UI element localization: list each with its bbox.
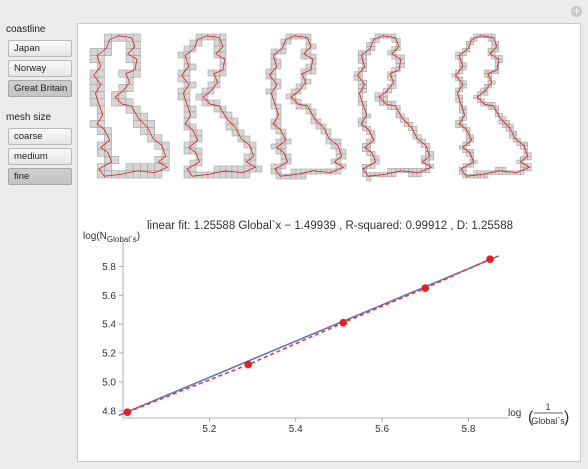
coastline-label: coastline — [6, 24, 46, 35]
mesh-cell — [111, 156, 120, 164]
mesh-cell — [305, 78, 312, 85]
mesh-cell — [362, 88, 367, 94]
x-label-numerator: 1 — [545, 402, 550, 412]
coastline-path — [357, 35, 433, 177]
mesh-cell — [527, 156, 532, 161]
mesh-cell — [104, 48, 112, 56]
y-tick-label: 5.8 — [102, 262, 116, 273]
coastline-path — [455, 35, 531, 177]
coastline-map-3 — [265, 33, 347, 180]
mesh-cell — [189, 81, 197, 89]
mesh-cell — [458, 69, 464, 74]
mesh-cell — [425, 168, 430, 173]
mesh-cell — [520, 170, 525, 175]
mesh-cell — [189, 63, 197, 71]
fit-line — [118, 255, 499, 417]
mesh-cell — [366, 50, 372, 56]
x-label-log: log — [508, 408, 521, 419]
mesh-cell — [370, 46, 376, 52]
coastline-button-japan[interactable]: Japan — [8, 40, 72, 57]
x-label-denominator: Global`s — [531, 416, 565, 426]
coastline-map-4 — [353, 33, 435, 182]
x-label-paren-open: ( — [528, 409, 534, 426]
coastline-maps — [89, 33, 532, 182]
mesh-cell — [484, 91, 489, 96]
mesh-cell — [300, 173, 307, 180]
mesh-cell — [340, 163, 347, 170]
linear-fit-text: linear fit: 1.25588 Global`x − 1.49939 ,… — [146, 220, 513, 232]
data-point — [339, 318, 348, 327]
data-point — [123, 408, 132, 417]
mesh-cell — [366, 176, 372, 182]
data-point — [486, 255, 494, 264]
x-tick-label: 5.4 — [289, 424, 303, 435]
mesh-cell — [462, 84, 467, 89]
mesh-cell — [310, 68, 317, 75]
y-tick-label: 5.0 — [102, 377, 116, 388]
mesh-cell — [243, 171, 251, 179]
mesh-button-coarse[interactable]: coarse — [8, 128, 72, 145]
coastline-button-great-britain[interactable]: Great Britain — [8, 80, 72, 97]
output-panel: linear fit: 1.25588 Global`x − 1.49939 ,… — [77, 23, 581, 462]
x-tick-label: 5.6 — [375, 424, 389, 435]
mesh-cell — [494, 48, 500, 53]
x-label-paren-close: ) — [564, 409, 569, 426]
y-tick-label: 5.2 — [102, 349, 116, 360]
mesh-cell — [395, 67, 401, 73]
coastline-map-1 — [89, 33, 170, 179]
coastline-path — [269, 35, 345, 177]
mesh-cell — [189, 111, 197, 119]
mesh-cell — [285, 158, 292, 165]
mesh-button-medium[interactable]: medium — [8, 148, 72, 165]
mesh-cell — [366, 113, 372, 119]
mesh-cell — [285, 138, 292, 145]
mesh-cell — [125, 84, 134, 92]
coastline-map-2 — [177, 33, 263, 179]
mesh-cell — [280, 48, 287, 55]
coastline-map-5 — [451, 33, 532, 179]
data-point — [421, 284, 430, 292]
mesh-cell — [132, 69, 141, 78]
mesh-cell — [429, 155, 435, 161]
coastline-button-norway[interactable]: Norway — [8, 60, 72, 77]
y-tick-label: 4.8 — [102, 406, 116, 417]
mesh-cell — [161, 163, 170, 172]
control-sidebar: coastline Japan Norway Great Britain mes… — [5, 20, 75, 188]
mesh-cell — [466, 141, 471, 146]
mesh-size-label: mesh size — [6, 112, 52, 123]
loglog-plot: 5.2 5.4 5.6 5.8 4.8 5.0 5.2 5.4 5.6 5.8 log(NGloba… — [83, 231, 569, 435]
coastline-path — [93, 35, 169, 177]
y-tick-label: 5.6 — [102, 291, 116, 302]
mesh-button-fine[interactable]: fine — [8, 168, 72, 185]
mesh-cell — [395, 46, 401, 52]
mesh-cell — [285, 38, 292, 45]
mesh-cell — [275, 63, 282, 70]
mesh-cell — [462, 51, 467, 56]
x-tick-label: 5.2 — [202, 424, 216, 435]
data-point — [244, 360, 253, 369]
coastline-path — [181, 35, 257, 177]
x-tick-label: 5.8 — [462, 424, 476, 435]
y-axis-label: log(NGlobal`s) — [83, 231, 140, 244]
mesh-cell — [399, 63, 405, 68]
mesh-cell — [484, 174, 489, 179]
mesh-cell — [469, 163, 474, 168]
plus-circle-icon[interactable]: + — [571, 6, 582, 17]
mesh-cell — [300, 83, 307, 90]
mesh-cell — [255, 165, 263, 173]
mesh-cell — [391, 84, 397, 89]
mesh-cell — [370, 163, 376, 169]
mesh-cell — [462, 66, 467, 71]
mesh-cell — [195, 135, 203, 143]
x-axis-label: log (1 Global`s) — [508, 402, 569, 426]
y-tick-label: 5.4 — [102, 320, 116, 331]
